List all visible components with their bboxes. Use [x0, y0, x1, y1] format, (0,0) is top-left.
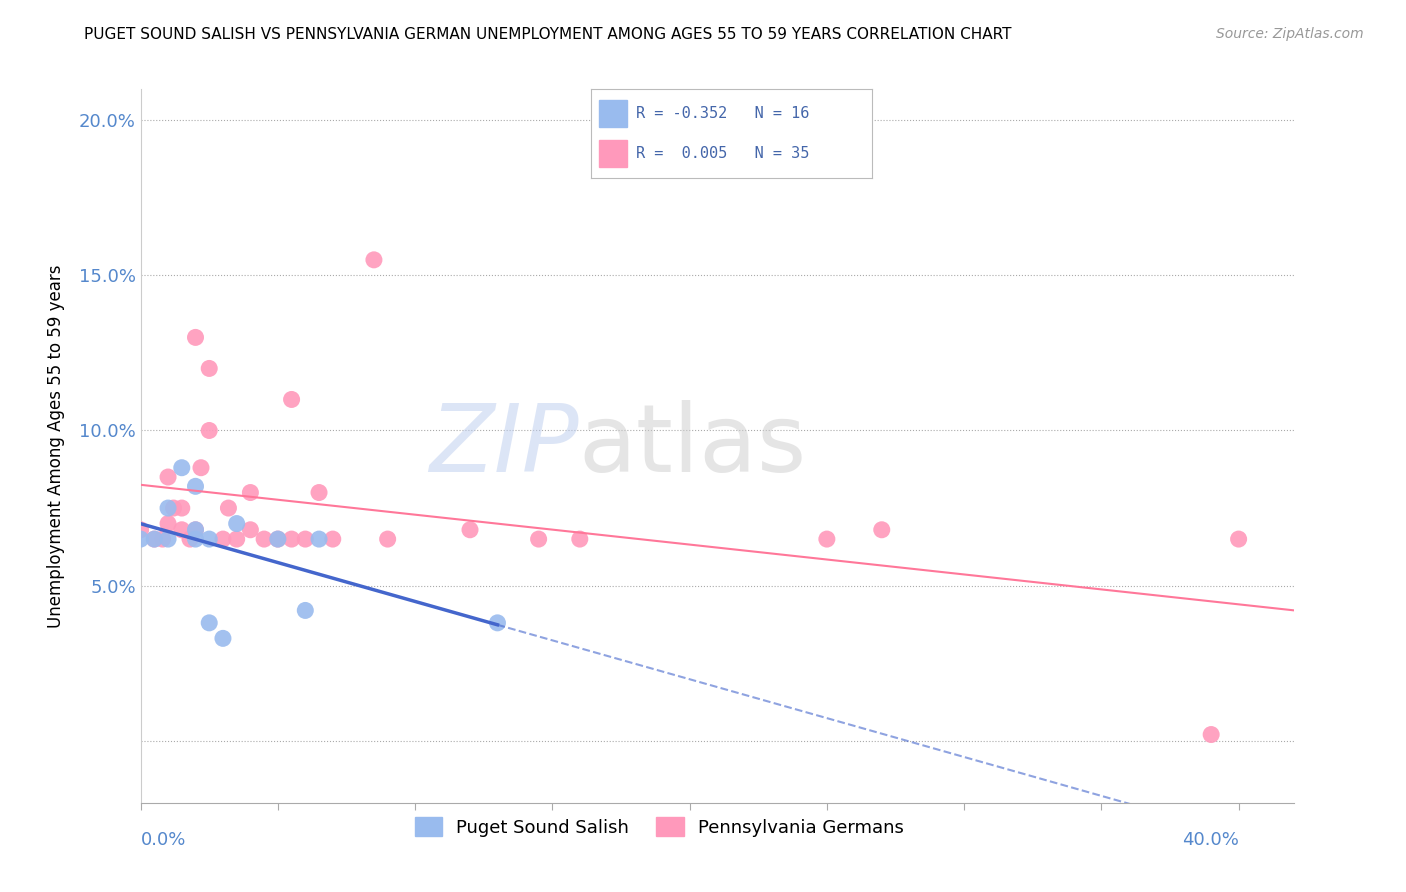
Bar — [599, 100, 627, 127]
Point — [486, 615, 509, 630]
Text: PUGET SOUND SALISH VS PENNSYLVANIA GERMAN UNEMPLOYMENT AMONG AGES 55 TO 59 YEARS: PUGET SOUND SALISH VS PENNSYLVANIA GERMA… — [84, 27, 1012, 42]
Point — [1199, 727, 1222, 741]
Point — [294, 532, 316, 546]
Bar — [599, 140, 627, 167]
Point — [184, 330, 207, 344]
Point — [198, 615, 221, 630]
Point — [377, 532, 399, 546]
Point — [322, 532, 344, 546]
Text: 40.0%: 40.0% — [1182, 831, 1239, 849]
Point — [253, 532, 276, 546]
Point — [143, 532, 166, 546]
Point — [170, 523, 193, 537]
Point — [217, 501, 239, 516]
Point — [363, 252, 385, 267]
Point — [198, 424, 221, 438]
Text: R = -0.352   N = 16: R = -0.352 N = 16 — [636, 106, 808, 120]
Point — [527, 532, 550, 546]
Point — [225, 516, 247, 531]
Point — [184, 523, 207, 537]
Text: 0.0%: 0.0% — [141, 831, 186, 849]
Point — [267, 532, 290, 546]
Point — [308, 485, 330, 500]
Point — [157, 532, 180, 546]
Text: Unemployment Among Ages 55 to 59 years: Unemployment Among Ages 55 to 59 years — [48, 264, 65, 628]
Text: ZIP: ZIP — [429, 401, 579, 491]
Point — [184, 479, 207, 493]
Point — [458, 523, 481, 537]
Point — [179, 532, 201, 546]
Point — [280, 392, 302, 407]
Point — [157, 516, 180, 531]
Text: Source: ZipAtlas.com: Source: ZipAtlas.com — [1216, 27, 1364, 41]
Point — [280, 532, 302, 546]
Point — [294, 603, 316, 617]
Point — [143, 532, 166, 546]
Point — [129, 532, 152, 546]
Point — [267, 532, 290, 546]
Point — [239, 523, 262, 537]
Point — [212, 632, 235, 646]
Point — [198, 361, 221, 376]
Point — [198, 532, 221, 546]
Legend: Puget Sound Salish, Pennsylvania Germans: Puget Sound Salish, Pennsylvania Germans — [408, 810, 911, 844]
Point — [870, 523, 893, 537]
Point — [239, 485, 262, 500]
Text: R =  0.005   N = 35: R = 0.005 N = 35 — [636, 146, 808, 161]
Point — [212, 532, 235, 546]
Point — [184, 532, 207, 546]
Point — [568, 532, 591, 546]
Point — [170, 460, 193, 475]
Point — [184, 523, 207, 537]
Point — [815, 532, 838, 546]
Point — [1227, 532, 1250, 546]
Point — [225, 532, 247, 546]
Point — [157, 470, 180, 484]
Text: atlas: atlas — [579, 400, 807, 492]
Point — [129, 523, 152, 537]
Point — [190, 460, 212, 475]
Point — [152, 532, 174, 546]
Point — [308, 532, 330, 546]
Point — [170, 501, 193, 516]
Point — [162, 501, 184, 516]
Point — [157, 501, 180, 516]
